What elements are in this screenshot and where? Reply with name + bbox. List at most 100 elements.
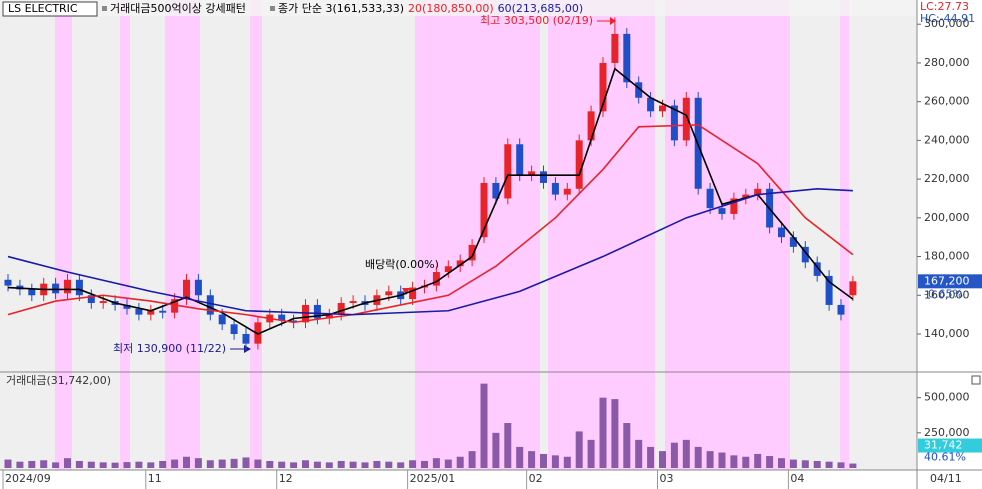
candle-body — [444, 266, 452, 273]
y-tick-label: 180,000 — [924, 250, 970, 263]
volume-bar — [825, 461, 833, 468]
volume-bar — [147, 462, 155, 468]
volume-bar — [611, 399, 619, 468]
v-tick-label: 250,000 — [924, 426, 970, 439]
volume-bar — [813, 460, 821, 468]
candle-body — [218, 314, 226, 325]
volume-bar — [718, 452, 726, 468]
volume-bar — [730, 455, 738, 468]
candle-body — [742, 194, 750, 199]
volume-bar — [575, 431, 583, 468]
volume-bar — [230, 458, 238, 468]
candle-body — [278, 314, 286, 321]
volume-bar — [849, 463, 857, 468]
candle-body — [587, 111, 595, 141]
candle-body — [825, 275, 833, 305]
x-tick-label: 12 — [279, 472, 293, 485]
volume-title: 거래대금(31,742,00) — [6, 374, 111, 387]
volume-bar — [278, 461, 286, 468]
volume-bar — [313, 461, 321, 468]
candle-body — [813, 262, 821, 276]
volume-bar — [492, 432, 500, 468]
volume-bar — [397, 462, 405, 468]
y-tick-label: 280,000 — [924, 56, 970, 69]
y-tick-label: 240,000 — [924, 133, 970, 146]
candle-body — [754, 188, 762, 195]
x-tick-label: 2025/01 — [410, 472, 456, 485]
price-box — [918, 274, 982, 289]
candle-body — [385, 291, 393, 296]
candle-body — [64, 279, 71, 294]
candle-body — [528, 171, 536, 176]
candle-body — [599, 62, 607, 112]
volume-bar — [361, 462, 369, 468]
v-tick-label: 500,000 — [924, 391, 970, 404]
candle-body — [147, 310, 155, 315]
pattern-bands — [55, 0, 849, 470]
volume-bar — [504, 423, 512, 468]
volume-ratio: 40.61% — [924, 451, 966, 464]
candle-body — [183, 279, 190, 300]
volume-bar — [385, 461, 393, 468]
volume-bar — [659, 451, 666, 468]
volume-bar — [563, 456, 571, 468]
candle-body — [75, 279, 83, 296]
volume-bar — [52, 462, 60, 468]
legend-bg — [0, 0, 916, 16]
candle-body — [849, 281, 857, 296]
volume-bar — [87, 461, 95, 468]
candle-body — [254, 322, 262, 344]
legend-square — [102, 6, 107, 11]
chart-title: LS ELECTRIC — [8, 2, 78, 15]
y-tick-label: 220,000 — [924, 172, 970, 185]
volume-bar — [444, 459, 452, 468]
volume-bar — [28, 460, 36, 468]
candle-body — [778, 227, 785, 238]
lc-label: LC:27.73 — [920, 0, 969, 13]
candle-body — [563, 188, 571, 195]
candle-body — [337, 303, 345, 315]
volume-bar — [754, 453, 762, 468]
candle-body — [409, 287, 417, 300]
volume-box — [918, 438, 982, 453]
title-box — [2, 1, 98, 17]
volume-bar — [4, 459, 12, 468]
candle-body — [480, 182, 488, 238]
volume-bar — [635, 439, 643, 468]
price-label: 167,200 — [924, 274, 970, 287]
volume-bar — [647, 446, 655, 468]
candle-body — [99, 301, 107, 304]
low-annotation: 최저 130,900 (11/22) — [113, 342, 226, 355]
legend-square — [270, 6, 275, 11]
volume-bar — [623, 423, 631, 468]
candle-body — [623, 33, 631, 83]
x-tick-label: 2024/09 — [5, 472, 51, 485]
candle-body — [432, 272, 440, 286]
candle-body — [659, 105, 666, 112]
candle-body — [290, 320, 298, 323]
volume-bar — [432, 458, 440, 468]
x-tick-label: 04 — [790, 472, 804, 485]
volume-bar — [159, 460, 167, 468]
volume-bar — [40, 460, 48, 468]
y-tick-label: 160,000 — [924, 288, 970, 301]
y-tick-label: 200,000 — [924, 211, 970, 224]
arrow-head — [610, 17, 616, 25]
volume-bar — [694, 446, 702, 468]
candle-body — [135, 308, 143, 315]
volume-bar — [766, 456, 774, 468]
high-annotation: 최고 303,500 (02/19) — [480, 14, 593, 27]
volume-bar — [516, 446, 524, 468]
volume-bar — [528, 451, 536, 468]
candle-body — [456, 260, 464, 267]
volume-bar — [218, 459, 226, 468]
volume-bar — [540, 453, 547, 468]
candle-body — [159, 310, 167, 313]
volume-bar — [302, 460, 309, 468]
volume-bar — [111, 462, 119, 468]
panel-button[interactable] — [971, 375, 981, 385]
volume-bar — [742, 456, 750, 468]
x-tick-label: 11 — [148, 472, 162, 485]
candle-body — [706, 188, 714, 209]
volume-bar — [135, 461, 143, 468]
